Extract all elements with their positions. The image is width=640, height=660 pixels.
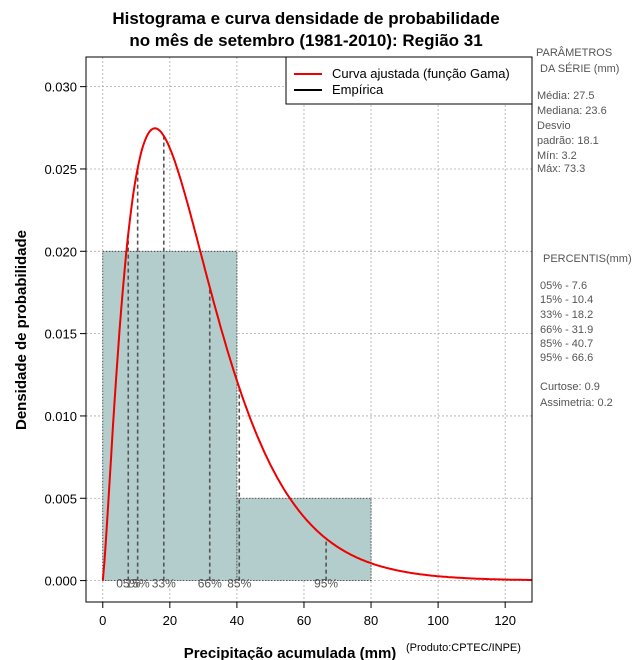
legend-label-curve: Curva ajustada (função Gama) — [332, 66, 510, 81]
percentil-05: 05% - 7.6 — [540, 280, 587, 292]
x-axis: 0 20 40 60 80 100 120 — [99, 602, 516, 628]
percentil-66: 66% - 31.9 — [540, 324, 593, 336]
credit-label: (Produto:CPTEC/INPE) — [406, 642, 521, 654]
percentiles-panel: PERCENTIS(mm) 05% - 7.6 15% - 10.4 33% -… — [540, 253, 632, 409]
percentile-label: 95% — [314, 577, 338, 591]
y-tick-label: 0.010 — [44, 409, 77, 424]
param-mediana: Mediana: 23.6 — [537, 105, 607, 117]
legend-box — [285, 56, 533, 105]
param-desvio-2: padrão: 18.1 — [537, 135, 599, 147]
legend-label-empirical: Empírica — [332, 82, 384, 97]
curtose: Curtose: 0.9 — [540, 381, 600, 393]
percentil-95: 95% - 66.6 — [540, 352, 593, 364]
percentile-labels: 05%15% 33% 66% 85% 95% — [116, 577, 338, 591]
legend: Curva ajustada (função Gama) Empírica — [285, 56, 533, 105]
params-title-2: DA SÉRIE (mm) — [540, 62, 619, 75]
param-desvio-1: Desvio — [537, 120, 571, 132]
density-curve — [101, 127, 532, 581]
percentile-label: 15% — [126, 577, 150, 591]
assimetria: Assimetria: 0.2 — [540, 397, 613, 409]
y-tick-label: 0.020 — [44, 244, 77, 259]
percentile-lines — [127, 135, 327, 581]
y-tick-label: 0.030 — [44, 80, 77, 95]
y-tick-label: 0.015 — [44, 327, 77, 342]
y-tick-label: 0.000 — [44, 574, 77, 589]
percentil-33: 33% - 18.2 — [540, 309, 593, 321]
x-tick-label: 40 — [230, 613, 244, 628]
x-axis-label: Precipitação acumulada (mm) — [184, 645, 397, 660]
y-axis-label: Densidade de probabilidade — [13, 230, 30, 430]
percentis-title: PERCENTIS(mm) — [543, 253, 632, 265]
percentile-label: 85% — [227, 577, 251, 591]
percentile-label: 66% — [198, 577, 222, 591]
x-tick-label: 100 — [427, 613, 449, 628]
density-curve-layer — [101, 127, 532, 581]
chart-title-line1: Histograma e curva densidade de probabil… — [112, 9, 499, 28]
params-title-1: PARÂMETROS — [536, 46, 612, 59]
x-tick-label: 80 — [364, 613, 378, 628]
histogram-bar — [236, 497, 372, 581]
percentil-85: 85% - 40.7 — [540, 338, 593, 350]
x-tick-label: 0 — [99, 613, 106, 628]
percentil-15: 15% - 10.4 — [540, 294, 593, 306]
y-tick-label: 0.005 — [44, 491, 77, 506]
y-tick-label: 0.025 — [44, 162, 77, 177]
x-tick-label: 120 — [494, 613, 516, 628]
param-max: Máx: 73.3 — [537, 163, 585, 175]
chart-title-line2: no mês de setembro (1981-2010): Região 3… — [129, 31, 482, 50]
percentile-label: 05% — [116, 577, 140, 591]
param-media: Média: 27.5 — [537, 90, 594, 102]
y-axis: 0.000 0.005 0.010 0.015 0.020 0.025 0.030 — [44, 80, 86, 589]
x-tick-label: 60 — [297, 613, 311, 628]
param-min: Mín: 3.2 — [537, 150, 577, 162]
x-tick-label: 20 — [163, 613, 177, 628]
percentile-label: 33% — [152, 577, 176, 591]
series-parameters-panel: PARÂMETROS DA SÉRIE (mm) Média: 27.5 Med… — [536, 46, 619, 175]
